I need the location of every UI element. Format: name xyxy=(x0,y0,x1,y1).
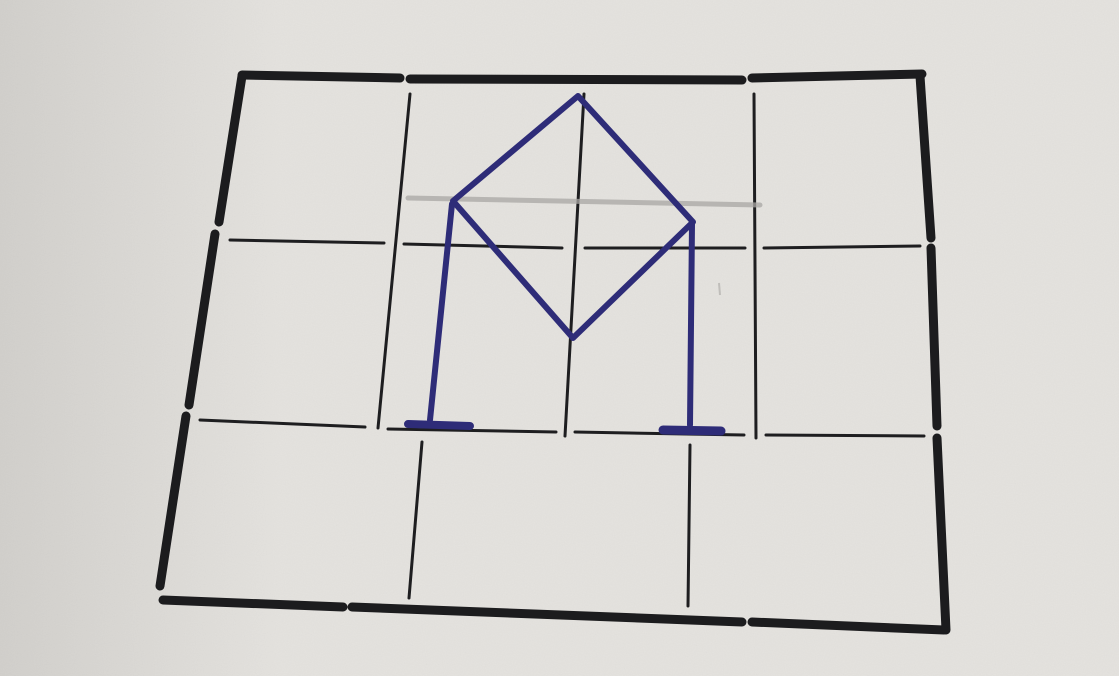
grid-v3-top xyxy=(752,92,758,440)
grid-v1-top xyxy=(376,92,412,430)
pen-letter xyxy=(427,93,696,428)
border-left-middle xyxy=(184,229,220,410)
border-top-right xyxy=(747,69,927,83)
outer-border xyxy=(155,69,951,635)
border-top-left xyxy=(237,70,405,83)
border-bottom-right xyxy=(747,617,949,635)
inner-grid xyxy=(198,92,926,608)
right-leg xyxy=(687,221,695,428)
grid-h1-seg4 xyxy=(762,244,922,250)
border-left-bottom xyxy=(155,411,191,591)
pencil-guideline xyxy=(405,195,763,208)
border-bottom-middle xyxy=(347,602,747,627)
grid-v1-bottom xyxy=(407,440,424,600)
right-foot xyxy=(658,425,726,436)
border-top-middle xyxy=(405,74,747,85)
grid-h1-seg1 xyxy=(228,238,386,245)
letter-feet xyxy=(404,420,726,436)
grid-v3-bottom xyxy=(686,443,692,608)
grid-h2-seg4 xyxy=(764,433,926,438)
grid-h2-seg2 xyxy=(386,427,558,434)
left-leg xyxy=(427,201,455,423)
grid-h1-seg2 xyxy=(402,242,564,250)
pencil-mark-right xyxy=(718,282,721,296)
border-bottom-left xyxy=(158,595,348,612)
border-right-middle xyxy=(926,243,942,431)
grid-v2 xyxy=(563,92,586,438)
grid-h2-seg1 xyxy=(198,418,367,429)
border-left-top xyxy=(214,71,247,227)
left-foot xyxy=(404,420,474,430)
border-right-bottom xyxy=(932,433,951,635)
border-right-top xyxy=(915,71,936,243)
